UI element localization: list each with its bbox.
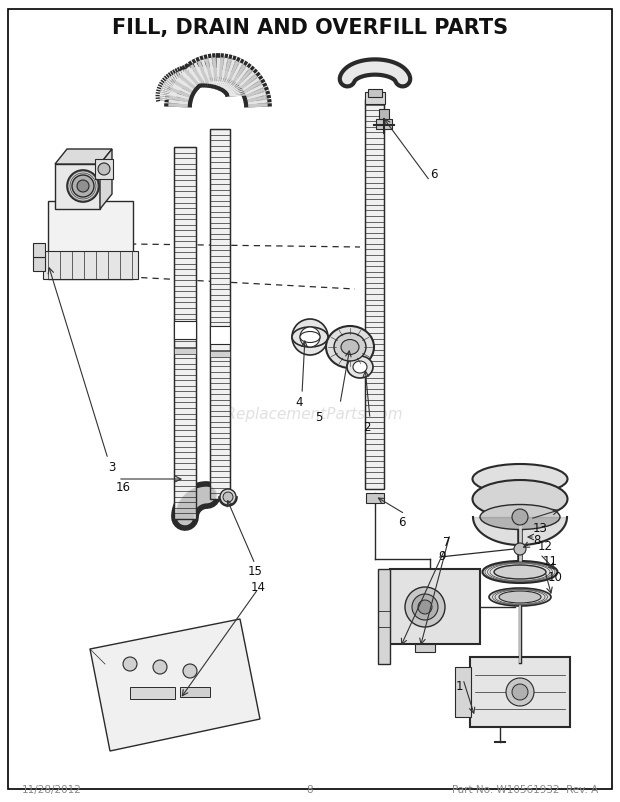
Bar — [366, 493, 384, 504]
Text: 6: 6 — [430, 168, 438, 181]
Circle shape — [292, 320, 328, 355]
Circle shape — [153, 660, 167, 674]
Bar — [33, 257, 45, 272]
Bar — [95, 160, 113, 180]
Text: 8: 8 — [533, 533, 541, 546]
Bar — [174, 148, 196, 520]
Text: eReplacementParts.com: eReplacementParts.com — [216, 407, 404, 422]
Ellipse shape — [480, 505, 560, 530]
Bar — [379, 110, 389, 119]
Ellipse shape — [499, 591, 541, 603]
Bar — [210, 326, 230, 345]
Text: 5: 5 — [315, 411, 322, 424]
Bar — [376, 119, 392, 130]
Circle shape — [223, 492, 233, 502]
Circle shape — [512, 509, 528, 525]
Bar — [366, 100, 384, 489]
Text: 16: 16 — [116, 481, 131, 494]
Bar — [210, 351, 230, 358]
Circle shape — [514, 543, 526, 555]
Ellipse shape — [334, 334, 366, 362]
Bar — [174, 322, 196, 339]
Bar — [55, 164, 100, 210]
Circle shape — [183, 664, 197, 678]
Circle shape — [72, 176, 94, 198]
Text: 9: 9 — [438, 550, 446, 563]
Polygon shape — [90, 619, 260, 751]
Ellipse shape — [300, 332, 320, 343]
Text: FILL, DRAIN AND OVERFILL PARTS: FILL, DRAIN AND OVERFILL PARTS — [112, 18, 508, 38]
Ellipse shape — [472, 464, 567, 494]
Circle shape — [412, 594, 438, 620]
Circle shape — [220, 489, 236, 505]
Ellipse shape — [326, 326, 374, 369]
Bar — [130, 687, 175, 699]
Text: 14: 14 — [251, 581, 266, 593]
Ellipse shape — [292, 327, 328, 347]
Bar — [210, 130, 230, 500]
Ellipse shape — [489, 588, 551, 606]
Circle shape — [123, 657, 137, 671]
Polygon shape — [100, 150, 112, 210]
Ellipse shape — [472, 480, 567, 518]
Ellipse shape — [482, 561, 557, 583]
Circle shape — [300, 327, 320, 347]
Text: Part No. W10561932  Rev. A: Part No. W10561932 Rev. A — [452, 784, 598, 794]
Ellipse shape — [494, 565, 546, 579]
Circle shape — [418, 600, 432, 614]
Bar — [174, 148, 196, 520]
Bar — [43, 252, 138, 280]
Text: 11: 11 — [543, 555, 558, 568]
Text: 13: 13 — [533, 520, 548, 534]
Ellipse shape — [341, 340, 359, 355]
Ellipse shape — [347, 357, 373, 379]
Circle shape — [512, 684, 528, 700]
Text: 3: 3 — [108, 461, 115, 474]
Ellipse shape — [353, 362, 367, 374]
Bar — [390, 569, 480, 644]
Text: 4: 4 — [295, 396, 303, 409]
Text: 2: 2 — [363, 421, 371, 434]
Bar — [33, 244, 45, 257]
Text: 10: 10 — [548, 571, 563, 584]
Bar — [378, 569, 390, 664]
Bar — [365, 93, 385, 105]
Bar — [174, 349, 196, 354]
Polygon shape — [55, 150, 112, 164]
Bar — [210, 130, 230, 500]
Text: 1: 1 — [456, 679, 464, 693]
Bar — [366, 100, 384, 489]
Text: 12: 12 — [538, 539, 553, 552]
Text: 11/28/2012: 11/28/2012 — [22, 784, 82, 794]
Bar — [368, 90, 382, 98]
Text: 7: 7 — [443, 535, 451, 548]
Text: 8: 8 — [307, 784, 313, 794]
Text: 15: 15 — [248, 565, 263, 577]
Text: 6: 6 — [398, 516, 405, 529]
Bar — [455, 667, 471, 717]
Bar — [180, 687, 210, 697]
Bar — [48, 202, 133, 280]
Circle shape — [77, 180, 89, 192]
Bar — [470, 657, 570, 727]
Circle shape — [506, 678, 534, 706]
Circle shape — [67, 171, 99, 203]
Bar — [415, 644, 435, 652]
Circle shape — [98, 164, 110, 176]
Circle shape — [405, 587, 445, 627]
